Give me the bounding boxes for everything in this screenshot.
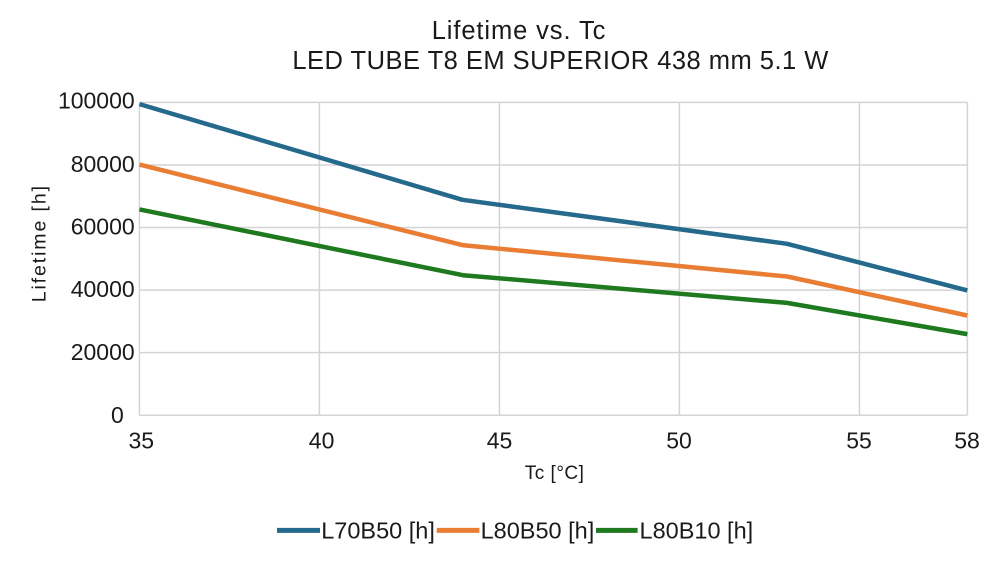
svg-text:55: 55 [846, 428, 872, 454]
svg-text:45: 45 [487, 428, 513, 454]
svg-text:Lifetime [h]: Lifetime [h] [29, 184, 51, 302]
svg-text:L70B50 [h]: L70B50 [h] [321, 517, 435, 543]
svg-text:58: 58 [954, 428, 980, 454]
svg-text:40: 40 [309, 428, 335, 454]
svg-text:20000: 20000 [71, 339, 135, 365]
svg-text:LED TUBE T8 EM SUPERIOR 438 mm: LED TUBE T8 EM SUPERIOR 438 mm 5.1 W [292, 47, 828, 75]
svg-text:40000: 40000 [71, 276, 135, 302]
svg-text:0: 0 [111, 402, 124, 428]
svg-text:Tc [°C]: Tc [°C] [525, 463, 585, 484]
svg-text:100000: 100000 [58, 88, 135, 114]
svg-text:Lifetime vs. Tc: Lifetime vs. Tc [432, 17, 607, 45]
svg-text:35: 35 [129, 428, 155, 454]
svg-text:L80B50 [h]: L80B50 [h] [481, 517, 595, 543]
svg-text:80000: 80000 [71, 151, 135, 177]
svg-text:L80B10 [h]: L80B10 [h] [640, 517, 754, 543]
svg-text:60000: 60000 [71, 214, 135, 240]
svg-text:50: 50 [666, 428, 692, 454]
